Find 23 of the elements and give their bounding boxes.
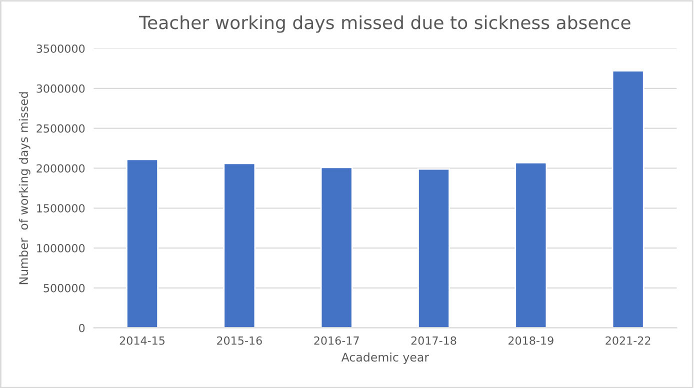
y-tick-label: 1000000 (37, 244, 85, 252)
y-tick-label: 0 (79, 324, 85, 332)
bar (418, 168, 450, 328)
y-tick-label: 2500000 (36, 124, 85, 133)
y-tick-label: 3000000 (36, 84, 85, 93)
bar (514, 162, 548, 328)
x-tick-label: 2018-19 (508, 336, 554, 345)
y-tick-label: 500000 (44, 284, 85, 292)
x-tick-label: 2014-15 (120, 336, 165, 345)
x-tick-label: 2015-16 (217, 336, 262, 345)
y-tick-label: 1500000 (37, 204, 85, 213)
y-axis-title: Number of working days missed (18, 92, 30, 284)
y-tick-label: 3500000 (36, 44, 85, 53)
chart-title: Teacher working days missed due to sickness absence (138, 15, 630, 33)
y-tick-label: 2000000 (36, 164, 85, 173)
bar (612, 70, 644, 328)
x-tick-label: 2021-22 (606, 336, 650, 345)
x-tick-label: 2016-17 (314, 336, 359, 345)
bar (126, 158, 159, 328)
x-axis-title: Academic year (341, 352, 430, 364)
x-tick-label: 2017-18 (411, 336, 456, 345)
bar (223, 162, 256, 328)
bar (320, 166, 353, 328)
